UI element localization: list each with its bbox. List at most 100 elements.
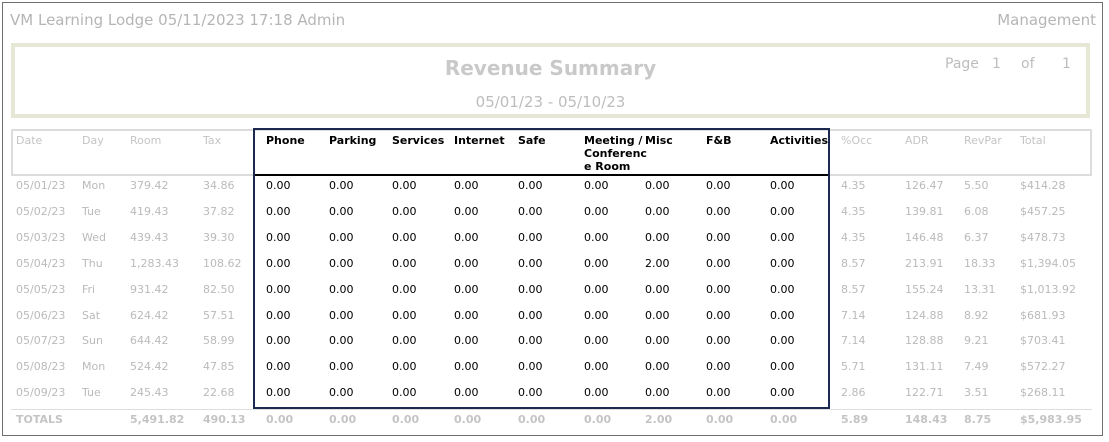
- totals-services: 0.00: [392, 413, 420, 426]
- cell-occ: 2.86: [841, 386, 866, 399]
- cell-tax: 34.86: [203, 179, 235, 192]
- totals-parking: 0.00: [329, 413, 357, 426]
- cell-revpar: 6.08: [964, 205, 989, 218]
- totals-tax: 490.13: [203, 413, 246, 426]
- cell-total: $1,013.92: [1020, 283, 1076, 296]
- cell-revpar: 9.21: [964, 334, 989, 347]
- col-header-total: Total: [1020, 134, 1046, 147]
- cell-parking: 0.00: [329, 334, 354, 347]
- cell-misc: 2.00: [645, 257, 670, 270]
- cell-misc: 0.00: [645, 283, 670, 296]
- cell-internet: 0.00: [454, 283, 479, 296]
- cell-misc: 0.00: [645, 309, 670, 322]
- col-header-meeting: Meeting / Conferenc e Room: [584, 134, 647, 173]
- cell-parking: 0.00: [329, 231, 354, 244]
- cell-revpar: 13.31: [964, 283, 996, 296]
- cell-day: Thu: [82, 257, 103, 270]
- cell-adr: 155.24: [905, 283, 944, 296]
- cell-parking: 0.00: [329, 257, 354, 270]
- cell-safe: 0.00: [518, 231, 543, 244]
- cell-room: 931.42: [130, 283, 169, 296]
- cell-occ: 8.57: [841, 283, 866, 296]
- totals-misc: 2.00: [645, 413, 673, 426]
- totals-occ: 5.89: [841, 413, 869, 426]
- cell-misc: 0.00: [645, 205, 670, 218]
- cell-occ: 4.35: [841, 205, 866, 218]
- cell-fb: 0.00: [706, 283, 731, 296]
- report-title-box: Revenue Summary 05/01/23 - 05/10/23 Page…: [11, 43, 1090, 118]
- cell-fb: 0.00: [706, 360, 731, 373]
- cell-tax: 22.68: [203, 386, 235, 399]
- cell-services: 0.00: [392, 231, 417, 244]
- cell-phone: 0.00: [266, 257, 291, 270]
- cell-meeting: 0.00: [584, 205, 609, 218]
- col-header-activities: Activities: [770, 134, 829, 147]
- cell-services: 0.00: [392, 283, 417, 296]
- cell-internet: 0.00: [454, 231, 479, 244]
- cell-services: 0.00: [392, 334, 417, 347]
- cell-room: 419.43: [130, 205, 169, 218]
- col-header-misc: Misc: [645, 134, 673, 147]
- cell-total: $457.25: [1020, 205, 1066, 218]
- totals-room: 5,491.82: [130, 413, 185, 426]
- cell-adr: 122.71: [905, 386, 944, 399]
- cell-day: Wed: [82, 231, 106, 244]
- col-header-day: Day: [82, 134, 104, 147]
- cell-services: 0.00: [392, 257, 417, 270]
- cell-services: 0.00: [392, 309, 417, 322]
- cell-fb: 0.00: [706, 386, 731, 399]
- cell-safe: 0.00: [518, 179, 543, 192]
- highlighted-header-rule: [255, 174, 828, 176]
- cell-revpar: 18.33: [964, 257, 996, 270]
- cell-services: 0.00: [392, 360, 417, 373]
- cell-activities: 0.00: [770, 283, 795, 296]
- cell-revpar: 8.92: [964, 309, 989, 322]
- cell-day: Mon: [82, 179, 106, 192]
- totals-date: TOTALS: [16, 413, 63, 426]
- cell-date: 05/03/23: [16, 231, 66, 244]
- cell-fb: 0.00: [706, 179, 731, 192]
- cell-meeting: 0.00: [584, 386, 609, 399]
- cell-revpar: 3.51: [964, 386, 989, 399]
- cell-adr: 124.88: [905, 309, 944, 322]
- cell-activities: 0.00: [770, 231, 795, 244]
- cell-day: Sun: [82, 334, 103, 347]
- totals-safe: 0.00: [518, 413, 546, 426]
- cell-occ: 4.35: [841, 231, 866, 244]
- totals-divider: [11, 409, 1092, 410]
- cell-misc: 0.00: [645, 334, 670, 347]
- cell-room: 624.42: [130, 309, 169, 322]
- cell-tax: 37.82: [203, 205, 235, 218]
- cell-parking: 0.00: [329, 283, 354, 296]
- cell-activities: 0.00: [770, 360, 795, 373]
- cell-activities: 0.00: [770, 309, 795, 322]
- cell-adr: 139.81: [905, 205, 944, 218]
- cell-activities: 0.00: [770, 257, 795, 270]
- cell-room: 379.42: [130, 179, 169, 192]
- cell-activities: 0.00: [770, 386, 795, 399]
- col-header-tax: Tax: [203, 134, 222, 147]
- col-header-services: Services: [392, 134, 445, 147]
- cell-day: Sat: [82, 309, 101, 322]
- cell-internet: 0.00: [454, 360, 479, 373]
- cell-activities: 0.00: [770, 179, 795, 192]
- cell-meeting: 0.00: [584, 309, 609, 322]
- cell-tax: 57.51: [203, 309, 235, 322]
- cell-total: $703.41: [1020, 334, 1066, 347]
- cell-safe: 0.00: [518, 334, 543, 347]
- totals-phone: 0.00: [266, 413, 294, 426]
- management-link[interactable]: Management: [997, 11, 1096, 29]
- app-title: VM Learning Lodge 05/11/2023 17:18 Admin: [10, 11, 346, 29]
- col-header-fb: F&B: [706, 134, 732, 147]
- cell-date: 05/02/23: [16, 205, 66, 218]
- cell-date: 05/05/23: [16, 283, 66, 296]
- page-label: Page: [945, 56, 979, 72]
- totals-fb: 0.00: [706, 413, 734, 426]
- cell-total: $572.27: [1020, 360, 1066, 373]
- cell-parking: 0.00: [329, 360, 354, 373]
- cell-occ: 7.14: [841, 334, 866, 347]
- cell-adr: 213.91: [905, 257, 944, 270]
- totals-total: $5,983.95: [1020, 413, 1082, 426]
- cell-parking: 0.00: [329, 386, 354, 399]
- cell-room: 644.42: [130, 334, 169, 347]
